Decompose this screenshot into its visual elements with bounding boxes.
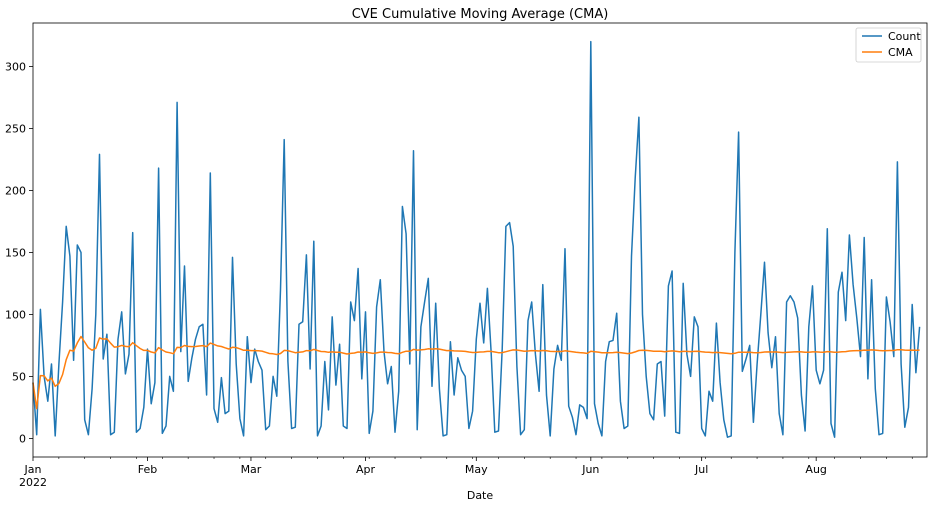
x-tick-label: May (465, 463, 488, 476)
x-tick-label: Jul (694, 463, 708, 476)
x-tick-label: Aug (805, 463, 826, 476)
x-axis-label: Date (467, 489, 494, 502)
y-tick-label: 50 (12, 370, 26, 383)
series-line-count (32, 40, 921, 438)
plot-area (32, 40, 921, 438)
y-tick-label: 100 (5, 308, 26, 321)
x-tick-label: Feb (138, 463, 157, 476)
y-tick-label: 250 (5, 122, 26, 135)
x-tick-label: Apr (356, 463, 376, 476)
y-tick-label: 300 (5, 60, 26, 73)
series-line-cma (32, 335, 920, 410)
legend-label-count: Count (888, 30, 921, 43)
x-tick-label: Jan (24, 463, 42, 476)
y-tick-label: 150 (5, 246, 26, 259)
y-tick-label: 200 (5, 184, 26, 197)
legend: Count CMA (855, 27, 922, 63)
x-tick-sublabel: 2022 (19, 476, 47, 489)
y-tick-label: 0 (19, 432, 26, 445)
x-tick-label: Jun (581, 463, 599, 476)
x-tick-label: Mar (241, 463, 262, 476)
plot-frame (32, 22, 928, 458)
legend-label-cma: CMA (888, 46, 913, 59)
y-axis: 0 50 100 150 200 250 300 (5, 60, 33, 445)
chart-title: CVE Cumulative Moving Average (CMA) (352, 7, 609, 22)
